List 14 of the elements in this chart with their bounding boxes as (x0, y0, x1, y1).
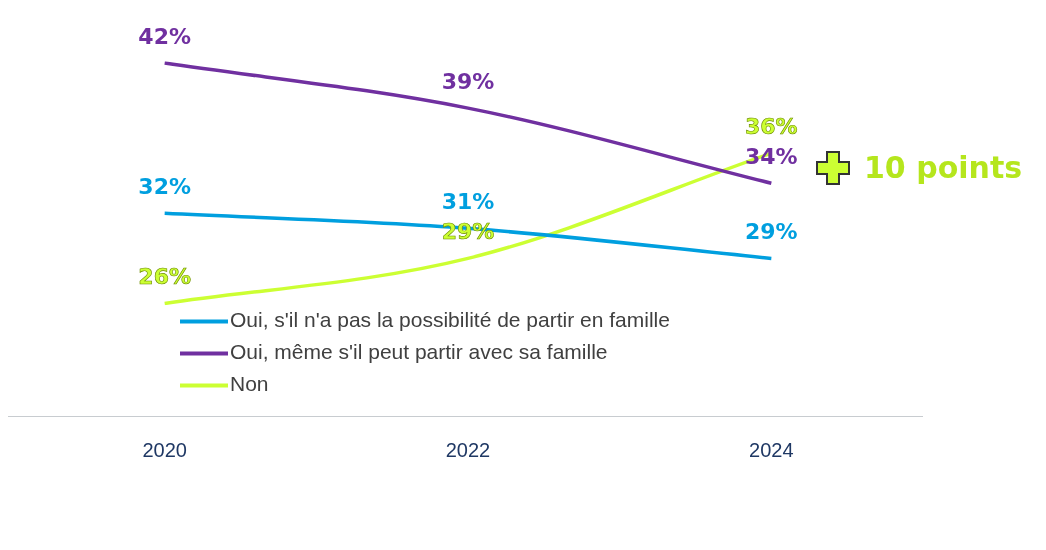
x-tick-label: 2024 (749, 439, 794, 462)
legend-label: Oui, même s'il peut partir avec sa famille (230, 340, 608, 364)
legend-label: Oui, s'il n'a pas la possibilité de partir en famille (230, 308, 670, 332)
data-label: 42% (138, 23, 191, 49)
data-label: 39% (441, 68, 495, 94)
annotation: 10 points (864, 150, 1023, 185)
data-label: 29% (745, 219, 798, 245)
data-label: 32% (138, 174, 191, 200)
legend-label: Non (230, 372, 269, 396)
data-label: 26% (138, 264, 191, 290)
x-tick-label: 2020 (142, 439, 187, 462)
data-label: 36% (745, 113, 798, 139)
x-tick-label: 2022 (445, 439, 491, 462)
data-label: 31% (441, 189, 495, 215)
